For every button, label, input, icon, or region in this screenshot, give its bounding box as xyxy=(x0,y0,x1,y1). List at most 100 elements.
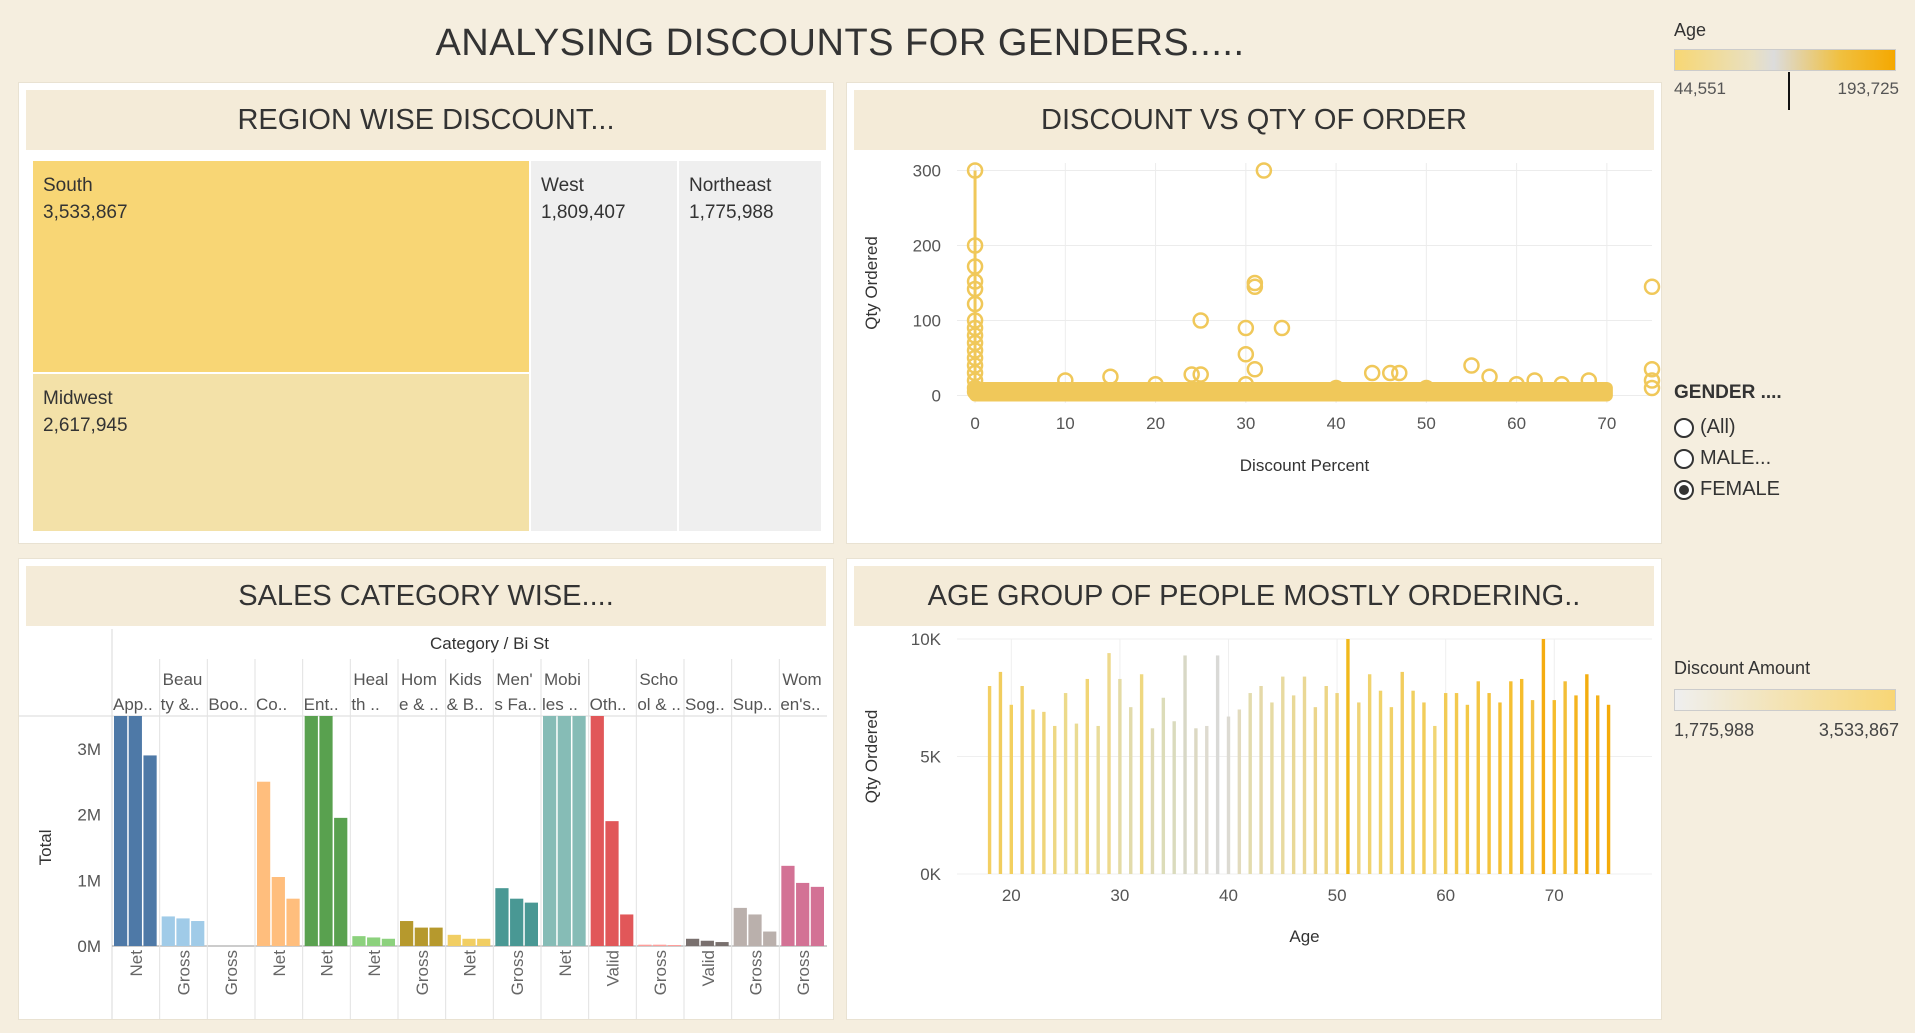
category-status-label: Net xyxy=(556,950,575,977)
age-bar xyxy=(1042,711,1046,874)
category-bar xyxy=(543,716,557,946)
tile-northeast[interactable]: Northeast 1,775,988 xyxy=(679,161,821,531)
scatter-x-tick: 40 xyxy=(1327,414,1346,433)
gender-option-male[interactable]: MALE... xyxy=(1674,443,1894,474)
scatter-point xyxy=(1643,361,1661,378)
scatter-point xyxy=(1246,278,1264,295)
scatter-point xyxy=(1237,376,1255,393)
age-bar xyxy=(1552,700,1556,874)
category-label-line2: th .. xyxy=(351,695,379,714)
age-x-label: Age xyxy=(1289,927,1319,946)
age-bar xyxy=(1563,681,1567,874)
category-status-label: Valid xyxy=(604,950,623,987)
gender-filter-title: GENDER .... xyxy=(1674,382,1782,403)
radio-all[interactable] xyxy=(1674,417,1694,438)
category-label-line2: Sup.. xyxy=(733,695,773,714)
age-bar xyxy=(1487,693,1491,874)
category-label-line2: & B.. xyxy=(447,695,484,714)
scatter-chart[interactable]: 0 10 20 30 40 50 60 70 0 100 200 300 Discount Percen… xyxy=(847,153,1663,538)
age-bar xyxy=(1096,725,1100,874)
age-bar xyxy=(1237,709,1242,874)
age-legend-max: 193,725 xyxy=(1837,79,1899,98)
age-bar xyxy=(1215,655,1220,874)
scatter-dense-band xyxy=(969,382,1613,402)
category-bar xyxy=(524,902,538,946)
age-bar xyxy=(1150,728,1155,874)
category-bar xyxy=(319,716,333,946)
category-bar xyxy=(161,916,175,946)
age-x-tick: 70 xyxy=(1545,886,1564,905)
scatter-y-label: Qty Ordered xyxy=(862,236,881,330)
category-label-line2: Co.. xyxy=(256,695,287,714)
age-legend: Age 44,551 193,725 xyxy=(1674,20,1899,110)
radio-female[interactable] xyxy=(1674,479,1694,500)
age-bar xyxy=(1172,721,1176,874)
category-bar xyxy=(462,938,476,946)
tile-northeast-value: 1,775,988 xyxy=(689,202,774,223)
category-bar xyxy=(176,918,190,946)
category-bar xyxy=(572,716,586,946)
gender-option-all-label: (All) xyxy=(1700,416,1736,438)
tile-midwest-name: Midwest xyxy=(43,388,113,409)
category-bar xyxy=(304,716,318,946)
category-header-title: Category / Bi St xyxy=(430,634,549,653)
category-bar xyxy=(414,927,428,946)
scatter-point xyxy=(1553,376,1570,393)
discount-legend-title: Discount Amount xyxy=(1674,658,1811,678)
discount-legend-gradient xyxy=(1674,689,1896,711)
category-status-label: Gross xyxy=(651,950,670,995)
scatter-x-label: Discount Percent xyxy=(1240,456,1370,475)
radio-male[interactable] xyxy=(1674,448,1694,469)
scatter-point xyxy=(966,372,984,389)
scatter-point xyxy=(1391,364,1408,382)
age-bar xyxy=(1422,702,1426,874)
age-bar xyxy=(1031,709,1035,874)
age-bar xyxy=(1205,725,1209,874)
tile-midwest[interactable]: Midwest 2,617,945 xyxy=(33,374,531,531)
age-bar xyxy=(1118,678,1122,874)
age-chart[interactable]: 20 30 40 50 60 70 10K 5K 0K Age Qty Ordered xyxy=(847,629,1663,1014)
discount-legend: Discount Amount 1,775,988 3,533,867 xyxy=(1674,658,1899,741)
age-x-tick: 30 xyxy=(1110,886,1129,905)
scatter-point xyxy=(1580,372,1598,389)
age-bar xyxy=(1433,725,1437,874)
scatter-y-tick: 100 xyxy=(913,312,941,331)
age-bar xyxy=(1498,702,1502,874)
scatter-point xyxy=(1255,162,1273,179)
age-bar xyxy=(1530,700,1535,874)
category-status-label: Net xyxy=(365,950,384,977)
tile-south[interactable]: South 3,533,867 xyxy=(33,161,531,374)
tile-west-value: 1,809,407 xyxy=(541,202,626,223)
age-y-tick: 5K xyxy=(920,748,941,767)
region-panel: REGION WISE DISCOUNT... South 3,533,867 … xyxy=(18,82,834,544)
category-chart[interactable]: Category / Bi St 3M 2M 1M 0M Total App.. Net Bea… xyxy=(19,629,835,1019)
scatter-y-tick: 200 xyxy=(913,237,941,256)
scatter-point xyxy=(1237,319,1255,337)
category-status-label: Gross xyxy=(794,950,813,995)
category-bar xyxy=(605,821,619,946)
scatter-point xyxy=(1363,364,1381,382)
gender-option-female[interactable]: FEMALE xyxy=(1674,474,1894,505)
category-label-line2: Boo.. xyxy=(208,695,248,714)
category-bar xyxy=(796,882,810,946)
age-bar xyxy=(1291,695,1296,874)
age-bar xyxy=(1465,704,1470,874)
scatter-point xyxy=(1192,366,1209,383)
age-bar xyxy=(1367,674,1372,874)
category-bar xyxy=(477,938,491,946)
category-label-line2: Sog.. xyxy=(685,695,725,714)
age-bar xyxy=(1248,693,1252,874)
scatter-point xyxy=(1481,368,1498,385)
tile-west-name: West xyxy=(541,175,584,196)
scatter-point xyxy=(1381,364,1399,382)
category-bar xyxy=(715,942,729,946)
age-bar xyxy=(1259,686,1263,874)
category-bar xyxy=(686,938,700,946)
tile-west[interactable]: West 1,809,407 xyxy=(531,161,679,531)
gender-option-all[interactable]: (All) xyxy=(1674,412,1894,443)
category-bar xyxy=(429,927,443,946)
category-status-label: Net xyxy=(127,950,146,977)
category-bar xyxy=(271,877,285,946)
age-x-tick: 40 xyxy=(1219,886,1238,905)
category-bar xyxy=(128,716,142,946)
